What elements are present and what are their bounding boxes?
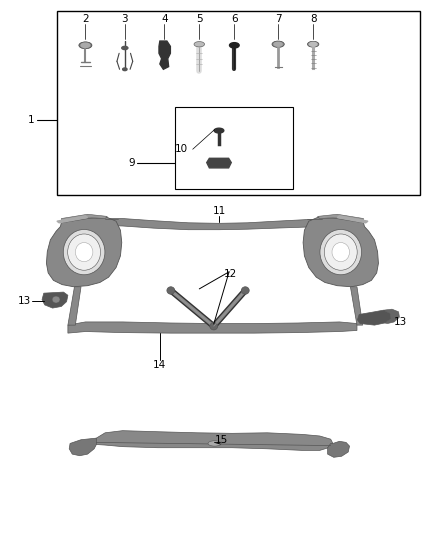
Polygon shape bbox=[42, 292, 68, 308]
Ellipse shape bbox=[208, 441, 221, 446]
Ellipse shape bbox=[272, 41, 284, 47]
Text: 7: 7 bbox=[275, 14, 282, 23]
Polygon shape bbox=[92, 431, 333, 450]
Ellipse shape bbox=[241, 287, 249, 294]
Polygon shape bbox=[68, 322, 357, 333]
Bar bbox=[175, 107, 293, 189]
Ellipse shape bbox=[194, 42, 205, 47]
Text: 6: 6 bbox=[231, 14, 238, 23]
Text: 13: 13 bbox=[18, 296, 31, 306]
Polygon shape bbox=[303, 217, 378, 287]
Polygon shape bbox=[337, 216, 368, 223]
Ellipse shape bbox=[52, 296, 60, 303]
Ellipse shape bbox=[320, 229, 362, 274]
Ellipse shape bbox=[214, 128, 224, 133]
Text: 1: 1 bbox=[27, 115, 34, 125]
Ellipse shape bbox=[230, 43, 239, 48]
Text: 12: 12 bbox=[223, 270, 237, 279]
Ellipse shape bbox=[307, 42, 319, 47]
Polygon shape bbox=[207, 158, 231, 168]
Ellipse shape bbox=[167, 287, 175, 294]
Ellipse shape bbox=[122, 46, 128, 50]
Text: 5: 5 bbox=[196, 14, 203, 23]
Text: 2: 2 bbox=[82, 14, 89, 23]
Polygon shape bbox=[46, 217, 122, 287]
Ellipse shape bbox=[75, 243, 93, 262]
Ellipse shape bbox=[274, 43, 282, 46]
Text: 4: 4 bbox=[161, 14, 168, 23]
Polygon shape bbox=[159, 41, 170, 69]
Text: 3: 3 bbox=[121, 14, 128, 23]
Text: 10: 10 bbox=[175, 144, 188, 154]
Ellipse shape bbox=[81, 43, 90, 47]
Polygon shape bbox=[61, 214, 107, 222]
Polygon shape bbox=[85, 219, 337, 230]
Polygon shape bbox=[68, 287, 81, 325]
Text: 13: 13 bbox=[394, 318, 407, 327]
Polygon shape bbox=[350, 287, 363, 325]
Ellipse shape bbox=[79, 42, 92, 49]
Ellipse shape bbox=[63, 229, 105, 274]
Polygon shape bbox=[328, 441, 350, 457]
Ellipse shape bbox=[310, 43, 317, 46]
Polygon shape bbox=[57, 216, 88, 223]
Bar bbox=[57, 11, 420, 195]
Polygon shape bbox=[357, 310, 391, 325]
Ellipse shape bbox=[324, 234, 357, 270]
Text: 8: 8 bbox=[310, 14, 317, 23]
Text: 15: 15 bbox=[215, 435, 228, 445]
Ellipse shape bbox=[332, 243, 350, 262]
Text: 11: 11 bbox=[212, 206, 226, 215]
Ellipse shape bbox=[210, 322, 218, 330]
Polygon shape bbox=[383, 309, 399, 324]
Ellipse shape bbox=[123, 68, 127, 70]
Text: 9: 9 bbox=[128, 158, 135, 167]
Polygon shape bbox=[318, 214, 364, 222]
Ellipse shape bbox=[67, 234, 101, 270]
Text: 14: 14 bbox=[153, 360, 166, 370]
Polygon shape bbox=[69, 438, 96, 456]
